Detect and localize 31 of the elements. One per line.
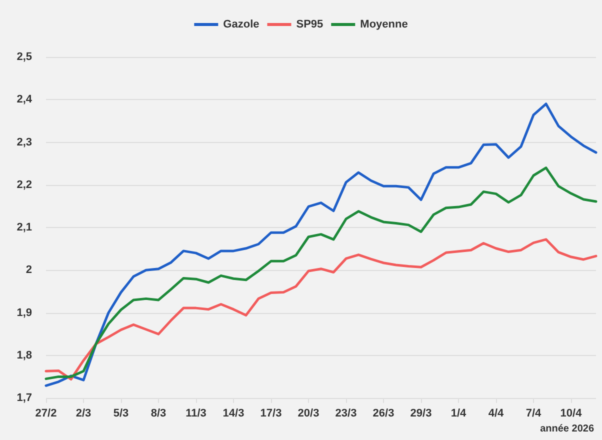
legend-label: Moyenne xyxy=(360,18,408,30)
x-tick-label: 1/4 xyxy=(450,408,468,420)
y-tick-label: 2,3 xyxy=(16,136,32,148)
x-tick-label: 23/3 xyxy=(335,408,357,420)
y-tick-label: 2,2 xyxy=(16,178,32,191)
legend-label: Gazole xyxy=(223,18,260,30)
x-tick-label: 20/3 xyxy=(298,408,320,420)
line-series xyxy=(44,238,598,380)
x-tick-label: 7/4 xyxy=(526,408,542,420)
x-tick-label: 8/3 xyxy=(150,408,166,420)
x-tick-label: 17/3 xyxy=(260,408,282,420)
x-tick-label: 11/3 xyxy=(186,408,206,420)
x-tick-label: 4/4 xyxy=(488,408,505,420)
legend-label: SP95 xyxy=(296,18,324,30)
y-tick-label: 1,7 xyxy=(16,392,32,404)
y-tick-label: 2,5 xyxy=(16,51,32,63)
x-tick-label: 5/3 xyxy=(113,408,129,420)
x-tick-label: 27/2 xyxy=(35,408,57,420)
x-tick-label: 29/3 xyxy=(410,408,432,420)
y-tick-label: 1,8 xyxy=(16,349,32,362)
line-series xyxy=(44,102,598,387)
y-tick-label: 2,4 xyxy=(16,94,33,106)
x-tick-label: 14/3 xyxy=(222,408,244,420)
y-tick-label: 1,9 xyxy=(16,306,32,319)
x-tick-label: 2/3 xyxy=(76,408,92,420)
x-tick-label: 10/4 xyxy=(560,408,583,420)
x-tick-label: 26/3 xyxy=(372,408,394,420)
y-tick-label: 2 xyxy=(26,264,32,276)
line-series xyxy=(44,166,598,380)
text: année 2026 xyxy=(540,424,594,434)
y-tick-label: 2,1 xyxy=(16,222,32,234)
